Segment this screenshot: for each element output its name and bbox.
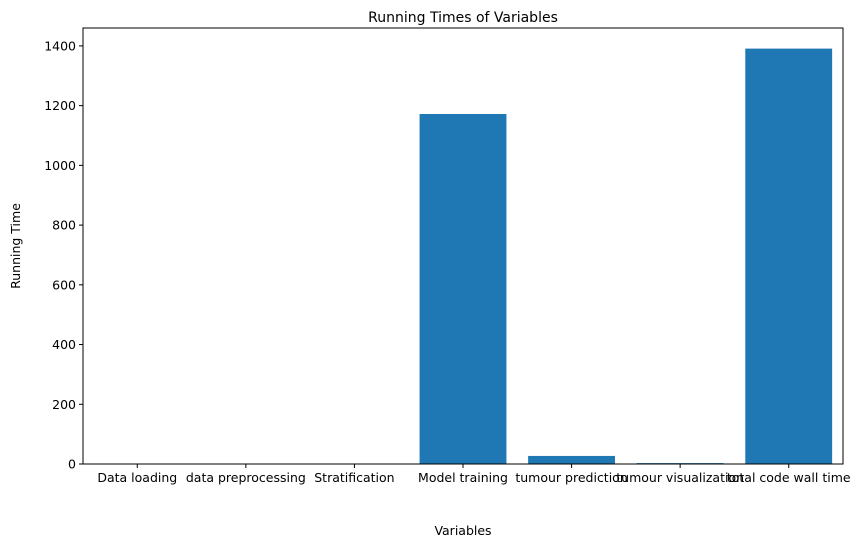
chart-title: Running Times of Variables (368, 10, 558, 26)
bar-6 (745, 48, 833, 465)
y-tick-label-1: 200 (52, 397, 76, 412)
bar-4 (528, 455, 615, 464)
y-axis: 0 200 400 600 800 1000 1200 1400 (44, 38, 83, 472)
x-tick-label-0: Data loading (97, 470, 177, 485)
y-tick-label-3: 600 (52, 277, 76, 292)
y-tick-label-2: 400 (52, 337, 76, 352)
y-tick-label-7: 1400 (44, 38, 76, 53)
x-tick-label-6: total code wall time (727, 470, 851, 485)
y-tick-label-4: 800 (52, 218, 76, 233)
x-tick-label-3: Model training (418, 470, 508, 485)
x-tick-label-2: Stratification (314, 470, 394, 485)
y-tick-label-0: 0 (68, 457, 76, 472)
bar-3 (419, 114, 507, 464)
x-axis-label: Variables (434, 523, 491, 538)
y-tick-label-6: 1200 (44, 98, 76, 113)
x-tick-label-4: tumour prediction (515, 470, 627, 485)
y-axis-label: Running Time (8, 203, 23, 289)
y-tick-label-5: 1000 (44, 158, 76, 173)
x-tick-label-5: tumour visualization (616, 470, 744, 485)
bars-group (93, 48, 833, 465)
x-tick-label-1: data preprocessing (186, 470, 306, 485)
x-axis: Data loading data preprocessing Stratifica… (97, 464, 851, 485)
